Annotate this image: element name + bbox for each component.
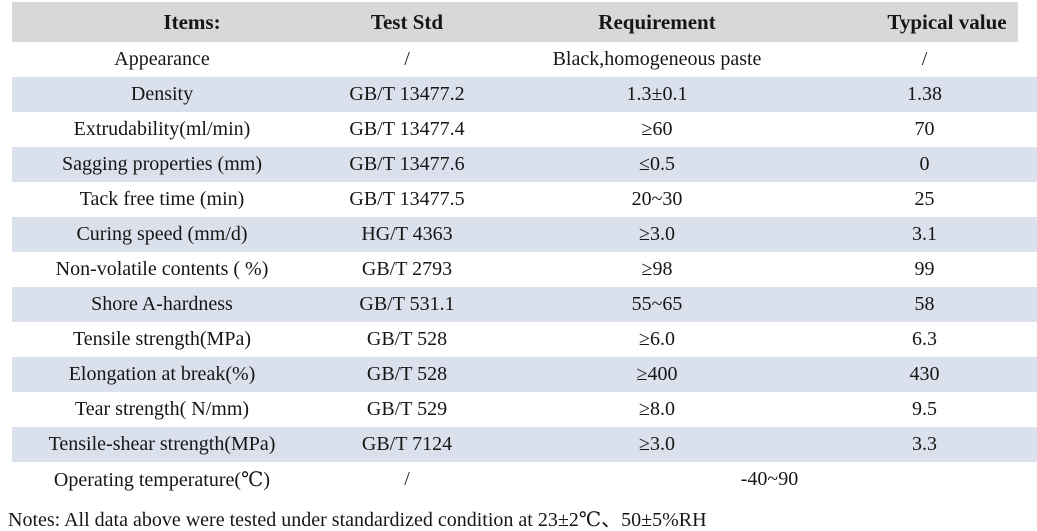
requirement-cell: ≥60 [641,118,673,140]
table-row: Sagging properties (mm) GB/T 13477.6 ≤0.5 0 [12,147,1037,182]
table-row: Extrudability(ml/min) GB/T 13477.4 ≥60 70 [12,112,1037,147]
typical-value-cell: 3.3 [912,433,937,455]
typical-value-cell: 6.3 [912,328,937,350]
requirement-cell: ≥6.0 [639,328,675,350]
table-row: Tensile-shear strength(MPa) GB/T 7124 ≥3.0… [12,427,1037,462]
std-cell: GB/T 13477.5 [349,188,465,210]
typical-value-cell: 70 [914,118,935,140]
requirement-cell: 20~30 [631,188,683,210]
typical-value-cell: 3.1 [912,223,937,245]
typical-value-cell: 25 [914,188,935,210]
std-cell: GB/T 531.1 [359,293,455,315]
item-cell: Operating temperature(℃) [53,469,271,491]
item-cell: Curing speed (mm/d) [76,223,248,245]
std-cell: GB/T 13477.6 [349,153,465,175]
item-cell: Tensile-shear strength(MPa) [48,433,276,455]
std-cell: / [404,48,410,70]
requirement-cell: ≥98 [641,258,673,280]
std-cell: GB/T 528 [366,328,448,350]
table-row: Operating temperature(℃) / -40~90 [12,462,1037,497]
requirement-cell: Black,homogeneous paste [552,48,762,70]
header-typical-value: Typical value [812,2,1037,42]
std-cell: GB/T 529 [366,398,448,420]
notes-text: Notes: All data above were tested under … [8,509,707,531]
typical-value-cell: 1.38 [907,83,942,105]
item-cell: Extrudability(ml/min) [73,118,251,140]
requirement-cell: ≥8.0 [639,398,675,420]
std-cell: GB/T 13477.2 [349,83,465,105]
table-row: Tensile strength(MPa) GB/T 528 ≥6.0 6.3 [12,322,1037,357]
table-row: Elongation at break(%) GB/T 528 ≥400 430 [12,357,1037,392]
std-cell: GB/T 528 [366,363,448,385]
requirement-cell: ≥400 [636,363,678,385]
item-cell: Elongation at break(%) [68,363,256,385]
typical-value-cell: 0 [919,153,930,175]
typical-value-cell: / [921,48,928,70]
item-cell: Tensile strength(MPa) [72,328,251,350]
std-cell: GB/T 7124 [361,433,453,455]
typical-value-cell: 9.5 [912,398,937,420]
typical-value-cell: 430 [909,363,940,385]
std-cell: / [404,468,410,490]
typical-value-cell: 99 [914,258,935,280]
requirement-cell: 55~65 [631,293,683,315]
item-cell: Sagging properties (mm) [62,153,262,175]
header-row: Items: Test Std Requirement Typical valu… [12,2,1037,42]
requirement-cell: ≥3.0 [639,433,675,455]
table-row: Appearance / Black,homogeneous paste / [12,42,1037,77]
item-cell: Shore A-hardness [91,293,233,315]
spec-table-body: Appearance / Black,homogeneous paste / Densi… [12,42,1037,497]
spec-table: Items: Test Std Requirement Typical valu… [12,2,1037,497]
header-requirement: Requirement [502,2,812,42]
requirement-span-cell: -40~90 [740,468,799,490]
item-cell: Appearance [114,48,210,70]
table-row: Shore A-hardness GB/T 531.1 55~65 58 [12,287,1037,322]
std-cell: GB/T 13477.4 [349,118,465,140]
std-cell: GB/T 2793 [361,258,453,280]
header-test-std: Test Std [312,2,502,42]
item-cell: Tear strength( N/mm) [74,398,250,420]
header-items: Items: [12,2,312,42]
table-row: Non-volatile contents ( %) GB/T 2793 ≥98 99 [12,252,1037,287]
std-cell: HG/T 4363 [361,223,453,245]
item-cell: Non-volatile contents ( %) [55,258,269,280]
table-row: Tack free time (min) GB/T 13477.5 20~30 25 [12,182,1037,217]
item-cell: Density [130,83,194,105]
requirement-cell: ≤0.5 [639,153,675,175]
table-row: Density GB/T 13477.2 1.3±0.1 1.38 [12,77,1037,112]
table-row: Tear strength( N/mm) GB/T 529 ≥8.0 9.5 [12,392,1037,427]
item-cell: Tack free time (min) [79,188,245,210]
requirement-cell: ≥3.0 [639,223,675,245]
typical-value-cell: 58 [914,293,935,315]
table-row: Curing speed (mm/d) HG/T 4363 ≥3.0 3.1 [12,217,1037,252]
spec-table-header: Items: Test Std Requirement Typical valu… [12,2,1037,42]
requirement-cell: 1.3±0.1 [626,83,688,105]
